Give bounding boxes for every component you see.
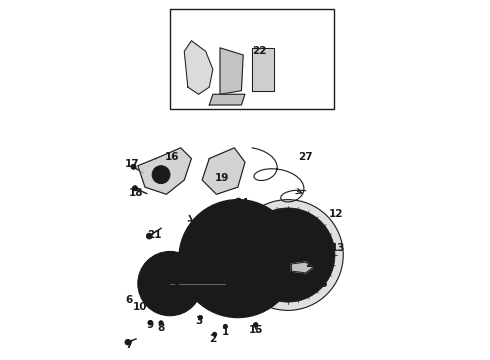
Polygon shape — [209, 94, 245, 105]
Circle shape — [132, 186, 138, 191]
Circle shape — [260, 227, 316, 283]
Text: 22: 22 — [252, 46, 267, 57]
Text: 24: 24 — [234, 198, 249, 208]
Text: 17: 17 — [125, 159, 140, 169]
Circle shape — [148, 321, 152, 325]
Circle shape — [271, 235, 276, 241]
Bar — [170, 9, 334, 109]
Circle shape — [173, 300, 179, 305]
Circle shape — [202, 223, 273, 294]
Text: 13: 13 — [331, 243, 345, 253]
Circle shape — [311, 279, 316, 284]
Text: 23: 23 — [306, 259, 320, 269]
Circle shape — [159, 321, 163, 325]
Polygon shape — [138, 148, 192, 194]
Circle shape — [199, 235, 205, 241]
Circle shape — [199, 276, 205, 282]
Text: 25: 25 — [243, 221, 258, 231]
Text: 20: 20 — [186, 220, 200, 230]
Circle shape — [241, 208, 335, 302]
Circle shape — [271, 276, 276, 282]
Circle shape — [232, 200, 343, 310]
Circle shape — [272, 239, 303, 270]
Circle shape — [151, 269, 156, 274]
Text: 4: 4 — [159, 295, 167, 305]
Text: 3: 3 — [195, 316, 202, 326]
Text: 14: 14 — [204, 253, 219, 264]
Circle shape — [217, 238, 259, 279]
Polygon shape — [202, 148, 245, 194]
Circle shape — [155, 269, 184, 298]
Polygon shape — [220, 48, 243, 94]
Circle shape — [236, 198, 241, 203]
Circle shape — [213, 332, 217, 337]
Text: 2: 2 — [209, 334, 217, 344]
Circle shape — [235, 297, 241, 303]
Circle shape — [253, 323, 258, 327]
Circle shape — [173, 262, 179, 267]
Circle shape — [146, 260, 194, 308]
Circle shape — [125, 339, 131, 345]
Circle shape — [138, 251, 202, 316]
Text: 1: 1 — [222, 327, 229, 337]
Text: 19: 19 — [215, 173, 229, 183]
Text: 15: 15 — [248, 325, 263, 335]
Polygon shape — [292, 262, 313, 273]
Text: 8: 8 — [157, 323, 165, 333]
Text: 5: 5 — [173, 277, 181, 287]
Text: 27: 27 — [298, 152, 313, 162]
Text: 21: 21 — [147, 230, 161, 240]
Polygon shape — [252, 48, 273, 91]
Circle shape — [131, 164, 136, 169]
Text: 26: 26 — [313, 279, 327, 289]
Text: 16: 16 — [165, 152, 179, 162]
Polygon shape — [184, 41, 213, 94]
Circle shape — [147, 233, 152, 239]
Circle shape — [223, 324, 227, 329]
Circle shape — [187, 281, 193, 286]
Text: 10: 10 — [132, 302, 147, 312]
Text: 9: 9 — [147, 320, 154, 330]
Circle shape — [151, 293, 156, 298]
Circle shape — [152, 166, 170, 184]
Circle shape — [161, 294, 165, 298]
Circle shape — [227, 248, 248, 269]
Text: 7: 7 — [125, 340, 133, 350]
Circle shape — [235, 215, 241, 220]
Circle shape — [186, 207, 290, 310]
Text: 11: 11 — [172, 268, 186, 278]
Circle shape — [179, 200, 297, 318]
Circle shape — [163, 276, 177, 291]
Text: 12: 12 — [329, 209, 343, 219]
Circle shape — [198, 315, 202, 320]
Text: 18: 18 — [129, 188, 143, 198]
Text: 6: 6 — [125, 295, 132, 305]
